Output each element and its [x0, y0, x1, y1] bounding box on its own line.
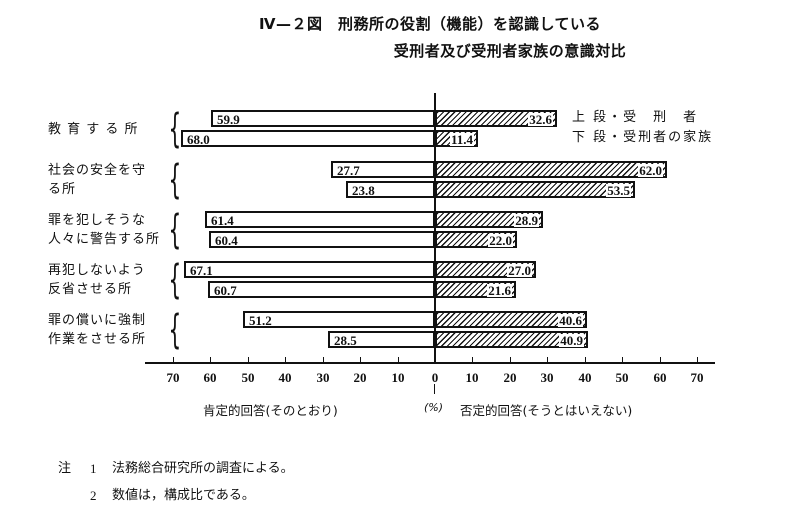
chart-title-line1: Ⅳ—２図 刑務所の役割（機能）を認識している [258, 15, 602, 33]
bar-positive: 51.2 [243, 311, 435, 328]
tick-label: 10 [391, 370, 405, 385]
chart-title-line2: 受刑者及び受刑者家族の意識対比 [393, 42, 627, 60]
brace-icon: { [168, 106, 182, 152]
tick-label: 40 [278, 370, 292, 385]
tick-label: 0 [431, 370, 439, 385]
tick-label: 50 [615, 370, 629, 385]
brace-icon: { [168, 157, 182, 203]
category-label: 再犯しないよう 反省させる所 [48, 263, 146, 297]
axis-tick [660, 357, 661, 363]
tick-label: 20 [353, 370, 367, 385]
axis-tick [323, 357, 324, 363]
axis-tick [248, 357, 249, 363]
tick-label: 60 [653, 370, 667, 385]
notes: 注 1 法務総合研究所の調査による。 2 数値は，構成比である。 [58, 455, 294, 509]
category-label: 教 育 す る 所 [48, 122, 139, 137]
bar-negative: 40.9 [435, 331, 588, 348]
bar-negative: 62.0 [435, 161, 667, 178]
axis-tick [210, 357, 211, 363]
bar-negative: 40.6 [435, 311, 587, 328]
tick-label: 70 [166, 370, 180, 385]
x-axis-line [145, 362, 715, 364]
category-label: 罪の償いに強制 作業をさせる所 [48, 313, 147, 347]
tick-label: 20 [503, 370, 517, 385]
axis-tick [173, 357, 174, 363]
brace-icon: { [168, 307, 182, 353]
category-label: 社会の安全を守 る所 [48, 163, 147, 197]
legend-upper: 上 段・受 刑 者 [572, 110, 699, 125]
axis-tick [622, 357, 623, 363]
axis-title-left: 肯定的回答(そのとおり) [203, 403, 338, 418]
bar-positive: 27.7 [331, 161, 435, 178]
tick-label: 70 [690, 370, 704, 385]
bar-negative: 11.4 [435, 130, 478, 147]
tick-label: 10 [465, 370, 479, 385]
axis-tick [360, 357, 361, 363]
category-label: 罪を犯しそうな 人々に警告する所 [48, 213, 161, 247]
diverging-bar-chart: 教 育 す る 所 社会の安全を守 る所 罪を犯しそうな 人々に警告する所 再犯しな… [48, 93, 715, 418]
axis-unit: (%) [424, 401, 444, 414]
axis-tick [285, 357, 286, 363]
axis-tick [697, 357, 698, 363]
bar-negative: 27.0 [435, 261, 536, 278]
note-number: 2 [90, 488, 97, 503]
bar-negative: 21.6 [435, 281, 516, 298]
note-number: 1 [90, 461, 97, 476]
note-text: 数値は，構成比である。 [112, 488, 255, 503]
axis-tick [585, 357, 586, 363]
tick-label: 30 [316, 370, 330, 385]
axis-tick [510, 357, 511, 363]
bar-positive: 28.5 [328, 331, 435, 348]
bar-positive: 68.0 [181, 130, 435, 147]
zero-axis-line [434, 93, 436, 363]
tick-label: 30 [540, 370, 554, 385]
axis-title-right: 否定的回答(そうとはいえない) [460, 403, 633, 418]
note-text: 法務総合研究所の調査による。 [112, 461, 294, 476]
bar-positive: 60.7 [208, 281, 435, 298]
unit-marker [434, 384, 435, 394]
tick-label: 40 [578, 370, 592, 385]
notes-head: 注 [58, 461, 72, 476]
bar-positive: 67.1 [184, 261, 435, 278]
brace-icon: { [168, 257, 182, 303]
axis-tick [547, 357, 548, 363]
bar-negative: 22.0 [435, 231, 517, 248]
axis-tick [398, 357, 399, 363]
bar-positive: 60.4 [209, 231, 435, 248]
legend-lower: 下 段・受刑者の家族 [572, 130, 714, 145]
bar-negative: 53.5 [435, 181, 635, 198]
tick-label: 50 [241, 370, 255, 385]
tick-label: 60 [203, 370, 217, 385]
bar-positive: 61.4 [205, 211, 435, 228]
bar-negative: 32.6 [435, 110, 557, 127]
brace-icon: { [168, 207, 182, 253]
bar-positive: 23.8 [346, 181, 435, 198]
bar-negative: 28.9 [435, 211, 543, 228]
bar-positive: 59.9 [211, 110, 435, 127]
axis-tick [472, 357, 473, 363]
